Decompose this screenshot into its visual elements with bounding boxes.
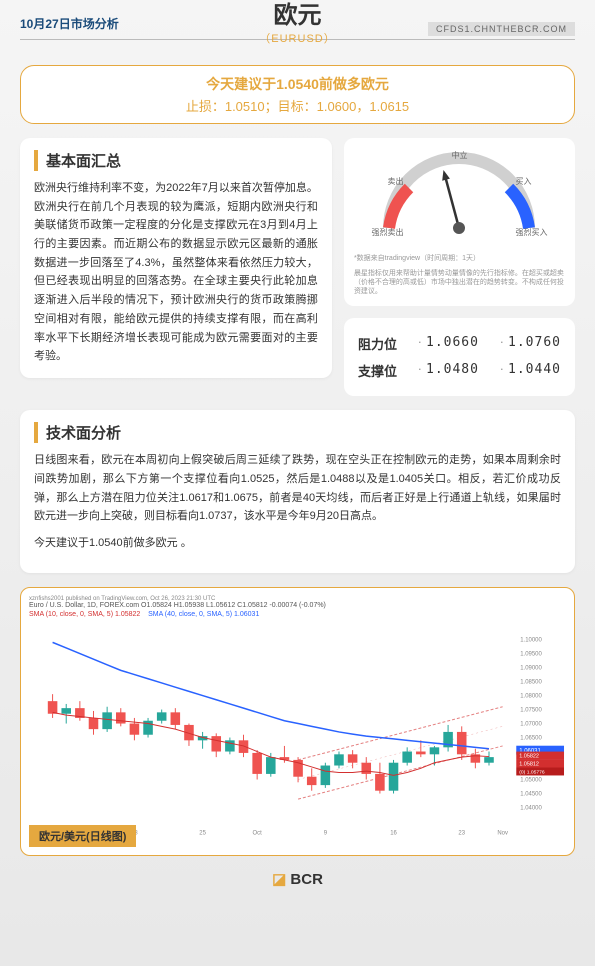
resistance-val-1: 1.0660	[426, 335, 479, 350]
support-val-1: 1.0480	[426, 362, 479, 377]
gauge-card: 中立 卖出 买入 强烈卖出 强烈买入 *数据来自tradingview（时间周期…	[344, 138, 575, 306]
svg-text:25: 25	[199, 830, 206, 836]
resistance-row: 阻力位 ·1.0660 ·1.0760	[358, 330, 561, 357]
svg-text:1.08500: 1.08500	[520, 679, 542, 685]
header: 10月27日市场分析 CFDS1.CHNTHEBCR.COM 欧元 （EURUS…	[20, 15, 575, 40]
levels-card: 阻力位 ·1.0660 ·1.0760 支撑位 ·1.0480 ·1.0440	[344, 318, 575, 396]
footer: ◪ BCR	[20, 870, 575, 909]
chart-card: xznfishs2001 published on TradingView.co…	[20, 587, 575, 856]
support-label: 支撑位	[358, 361, 397, 380]
gauge-footnote-text: 晨星指标仅用来帮助计量情势动量情像的先行指标修。在超买或超卖（价格不合理的高或低…	[354, 269, 565, 296]
chart-sma40-label: SMA (40, close, 0, SMA, 5) 1.06031	[148, 611, 259, 618]
svg-text:Oct: Oct	[253, 830, 263, 836]
brand-logo: ◪ BCR	[272, 871, 323, 888]
svg-text:1.06500: 1.06500	[520, 735, 542, 741]
svg-text:1.10000: 1.10000	[520, 637, 542, 643]
svg-text:1.07500: 1.07500	[520, 707, 542, 713]
svg-text:1.05812: 1.05812	[519, 761, 539, 767]
recommend-detail: 止损：1.0510；目标：1.0600，1.0615	[35, 96, 560, 115]
sentiment-gauge: 中立 卖出 买入 强烈卖出 强烈买入	[369, 148, 549, 248]
svg-text:1.05000: 1.05000	[520, 777, 542, 783]
svg-text:16: 16	[390, 830, 397, 836]
svg-text:1.09000: 1.09000	[520, 665, 542, 671]
fundamental-card: 基本面汇总 欧洲央行维持利率不变，为2022年7月以来首次暂停加息。欧洲央行在前…	[20, 138, 332, 378]
recommendation-box: 今天建议于1.0540前做多欧元 止损：1.0510；目标：1.0600，1.0…	[20, 65, 575, 124]
svg-text:1.09500: 1.09500	[520, 651, 542, 657]
svg-text:23: 23	[458, 830, 465, 836]
technical-title: 技术面分析	[34, 422, 561, 443]
recommend-title: 今天建议于1.0540前做多欧元	[35, 74, 560, 94]
svg-text:(0) 1.05776: (0) 1.05776	[519, 769, 545, 775]
page-title: 欧元	[259, 0, 335, 30]
price-chart: 1.10000 1.09500 1.09000 1.08500 1.08000 1.075…	[29, 620, 566, 840]
resistance-val-2: 1.0760	[508, 335, 561, 350]
svg-text:1.05822: 1.05822	[519, 753, 539, 759]
website-url: CFDS1.CHNTHEBCR.COM	[428, 22, 575, 36]
svg-text:1.04500: 1.04500	[520, 791, 542, 797]
page-subtitle: （EURUSD）	[259, 30, 335, 46]
gauge-footnote-source: *数据来自tradingview（时间周期：1天）	[354, 254, 565, 263]
technical-card: 技术面分析 日线图来看，欧元在本周初向上假突破后周三延续了跌势，现在空头正在控制…	[20, 410, 575, 572]
support-row: 支撑位 ·1.0480 ·1.0440	[358, 357, 561, 384]
svg-text:9: 9	[324, 830, 328, 836]
svg-text:1.04000: 1.04000	[520, 805, 542, 811]
resistance-label: 阻力位	[358, 334, 397, 353]
chart-label-tag: 欧元/美元(日线图)	[29, 825, 136, 847]
date-label: 10月27日市场分析	[20, 15, 119, 36]
chart-sma10-label: SMA (10, close, 0, SMA, 5) 1.05822	[29, 611, 140, 618]
technical-para1: 日线图来看，欧元在本周初向上假突破后周三延续了跌势，现在空头正在控制欧元的走势，…	[34, 451, 561, 526]
svg-text:Nov: Nov	[497, 830, 508, 836]
svg-text:1.08000: 1.08000	[520, 693, 542, 699]
chart-info-line1: Euro / U.S. Dollar, 1D, FOREX.com O1.058…	[29, 602, 566, 609]
technical-para2: 今天建议于1.0540前做多欧元 。	[34, 534, 561, 553]
fundamental-body: 欧洲央行维持利率不变，为2022年7月以来首次暂停加息。欧洲央行在前几个月表现的…	[34, 179, 318, 366]
support-val-2: 1.0440	[508, 362, 561, 377]
fundamental-title: 基本面汇总	[34, 150, 318, 171]
svg-text:1.07000: 1.07000	[520, 721, 542, 727]
